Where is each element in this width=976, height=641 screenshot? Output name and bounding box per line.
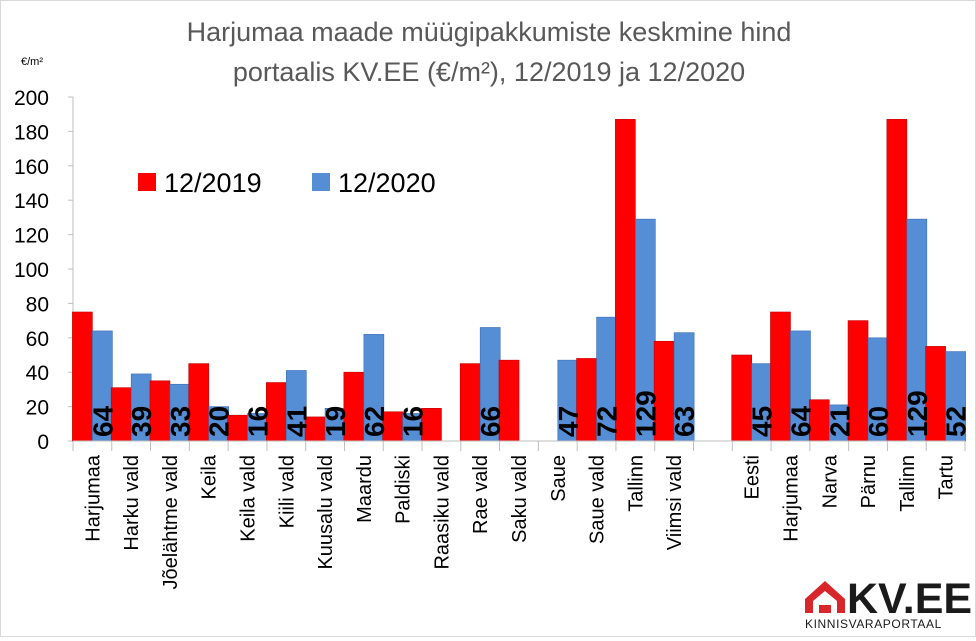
x-tick-label-saku-vald: Saku vald xyxy=(509,455,531,543)
x-tick-label-narva: Narva xyxy=(819,454,841,508)
data-label-12-2020-rae-vald: 66 xyxy=(475,406,506,437)
data-label-12-2020-eesti: 45 xyxy=(747,406,778,437)
y-tick-label: 0 xyxy=(37,431,49,454)
x-tick-label-tallinn: Tallinn xyxy=(625,455,647,512)
x-tick-label-tallinn: Tallinn xyxy=(897,455,919,512)
data-label-12-2020-harku-vald: 39 xyxy=(126,406,157,437)
y-tick-label: 200 xyxy=(14,87,49,110)
data-label-12-2020-narva: 21 xyxy=(824,406,855,437)
y-axis-unit-label: €/m² xyxy=(21,56,43,68)
data-label-12-2020-kiili-vald: 41 xyxy=(281,406,312,437)
data-label-12-2020-kuusalu-vald: 19 xyxy=(320,406,351,437)
data-label-12-2020-viimsi-vald: 63 xyxy=(669,406,700,437)
chart-title-line-1: Harjumaa maade müügipakkumiste keskmine … xyxy=(187,17,792,47)
chart-title: Harjumaa maade müügipakkumiste keskmine … xyxy=(187,17,792,87)
data-label-12-2020-tartu: 52 xyxy=(941,406,972,437)
x-tick-label-viimsi-vald: Viimsi vald xyxy=(664,455,686,550)
x-tick-label-parnu: Pärnu xyxy=(858,455,880,508)
x-tick-label-paldiski: Paldiski xyxy=(393,455,415,524)
x-tick-label-harjumaa: Harjumaa xyxy=(82,454,104,542)
data-label-12-2020-keila-vald: 16 xyxy=(243,406,274,437)
bars xyxy=(72,119,966,442)
y-tick-label: 100 xyxy=(14,259,49,282)
x-tick-label-kiili-vald: Kiili vald xyxy=(276,455,298,528)
legend: 12/2019 12/2020 xyxy=(138,168,436,198)
y-tick-label: 140 xyxy=(14,190,49,213)
x-axis: Harjumaa Harku vald Jõelähtme vald Keila Kei… xyxy=(72,440,966,590)
legend-label-12-2020: 12/2020 xyxy=(338,168,436,198)
x-tick-label-harku-vald: Harku vald xyxy=(121,455,143,551)
x-tick-label-tartu: Tartu xyxy=(936,455,958,499)
y-tick-label: 60 xyxy=(26,328,49,351)
x-tick-label-rae-vald: Rae vald xyxy=(470,455,492,534)
logo-name: KV.EE xyxy=(847,575,972,623)
kvee-logo: KV.EE KINNISVARAPORTAAL xyxy=(805,575,972,631)
y-tick-label: 20 xyxy=(26,397,49,420)
data-label-12-2020-saue: 47 xyxy=(553,406,584,437)
chart-title-line-2: portaalis KV.EE (€/m²), 12/2019 ja 12/20… xyxy=(233,57,745,87)
legend-swatch-12-2020 xyxy=(312,173,330,191)
house-icon xyxy=(805,581,845,613)
x-tick-label-keila: Keila xyxy=(199,454,221,499)
data-label-12-2020-joelahtme-vald: 33 xyxy=(165,406,196,437)
x-tick-label-saue: Saue xyxy=(548,455,570,502)
data-label-12-2020-saue-vald: 72 xyxy=(592,406,623,437)
data-labels: 64 39 33 20 16 41 19 62 16 66 47 72 129 63 45 64 21 60 129… xyxy=(87,390,971,437)
x-tick-label-joelahtme-vald: Jõelähtme vald xyxy=(160,455,182,590)
data-label-12-2020-maardu: 62 xyxy=(359,406,390,437)
data-label-12-2020-tallinn: 129 xyxy=(902,390,933,437)
y-tick-label: 160 xyxy=(14,156,49,179)
x-tick-label-keila-vald: Keila vald xyxy=(238,455,260,542)
data-label-12-2020-harjumaa: 64 xyxy=(87,405,118,437)
data-label-12-2020-harjumaa: 64 xyxy=(785,405,816,437)
x-tick-label-harjumaa: Harjumaa xyxy=(780,454,802,542)
legend-label-12-2019: 12/2019 xyxy=(164,168,262,198)
data-label-12-2020-parnu: 60 xyxy=(863,406,894,437)
y-tick-label: 120 xyxy=(14,225,49,248)
data-label-12-2020-tallinn: 129 xyxy=(630,390,661,437)
x-tick-label-kuusalu-vald: Kuusalu vald xyxy=(315,455,337,570)
x-tick-label-maardu: Maardu xyxy=(354,455,376,523)
y-tick-label: 40 xyxy=(26,362,49,385)
y-axis: 0 20 40 60 80 100 120 140 160 180 200 xyxy=(14,87,74,454)
x-tick-label-eesti: Eesti xyxy=(742,455,764,499)
y-tick-label: 180 xyxy=(14,121,49,144)
logo-tagline: KINNISVARAPORTAAL xyxy=(805,617,942,631)
data-label-12-2020-keila: 20 xyxy=(204,406,235,437)
legend-swatch-12-2019 xyxy=(138,173,156,191)
x-tick-label-raasiku-vald: Raasiku vald xyxy=(431,455,453,570)
x-tick-label-saue-vald: Saue vald xyxy=(587,455,609,544)
y-tick-label: 80 xyxy=(26,293,49,316)
data-label-12-2020-paldiski: 16 xyxy=(398,406,429,437)
